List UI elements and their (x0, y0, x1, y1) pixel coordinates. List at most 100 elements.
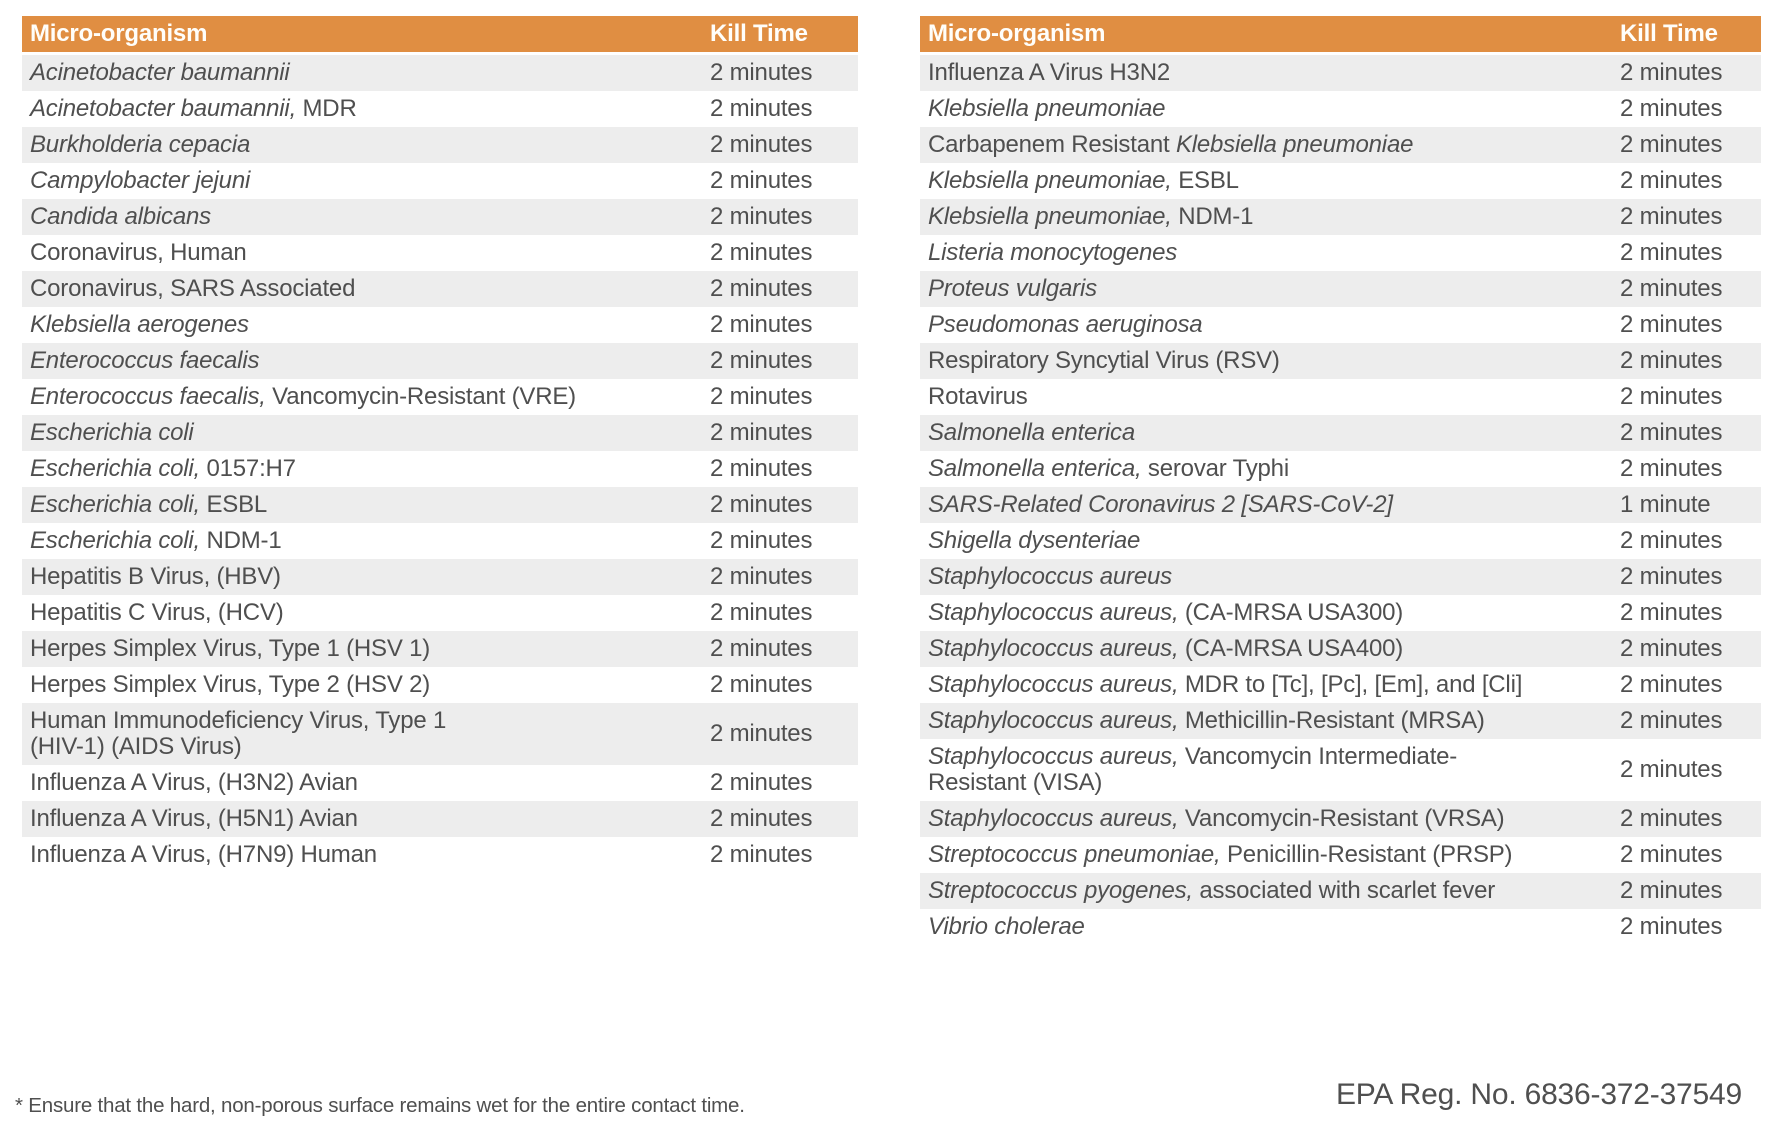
kill-time-cell: 2 minutes (710, 523, 858, 559)
organism-cell: Klebsiella pneumoniae, ESBL (920, 163, 1620, 199)
table-row: Salmonella enterica 2 minutes (920, 415, 1761, 451)
kill-time-cell: 2 minutes (710, 235, 858, 271)
table-body: Influenza A Virus H3N2 2 minutes Klebsiell… (920, 53, 1761, 945)
kill-time-cell: 2 minutes (710, 91, 858, 127)
kill-time-cell: 2 minutes (710, 667, 858, 703)
kill-time-cell: 2 minutes (1620, 801, 1761, 837)
kill-time-cell: 2 minutes (710, 559, 858, 595)
kill-time-cell: 2 minutes (710, 631, 858, 667)
kill-time-cell: 2 minutes (1620, 523, 1761, 559)
kill-time-cell: 2 minutes (710, 307, 858, 343)
organism-cell: Influenza A Virus, (H3N2) Avian (22, 765, 710, 801)
table-row: Burkholderia cepacia 2 minutes (22, 127, 858, 163)
organism-cell: Staphylococcus aureus, Vancomycin Interm… (920, 739, 1620, 801)
organism-cell: Staphylococcus aureus, (CA-MRSA USA400) (920, 631, 1620, 667)
organism-cell: Campylobacter jejuni (22, 163, 710, 199)
table-row: Influenza A Virus, (H3N2) Avian 2 minutes (22, 765, 858, 801)
table-row: Hepatitis B Virus, (HBV) 2 minutes (22, 559, 858, 595)
kill-time-cell: 2 minutes (1620, 739, 1761, 801)
table-row: Hepatitis C Virus, (HCV) 2 minutes (22, 595, 858, 631)
organism-cell: Klebsiella pneumoniae (920, 91, 1620, 127)
epa-registration-number: EPA Reg. No. 6836-372-37549 (1335, 1078, 1742, 1111)
kill-time-cell: 2 minutes (710, 271, 858, 307)
micro-organism-column-header: Micro-organism (22, 16, 710, 55)
organism-cell: Hepatitis C Virus, (HCV) (22, 595, 710, 631)
organism-cell: Enterococcus faecalis, Vancomycin-Resist… (22, 379, 710, 415)
kill-time-cell: 2 minutes (1620, 631, 1761, 667)
kill-time-cell: 2 minutes (710, 595, 858, 631)
organism-cell: SARS-Related Coronavirus 2 [SARS-CoV-2] (920, 487, 1620, 523)
table-row: Klebsiella pneumoniae, ESBL 2 minutes (920, 163, 1761, 199)
table-row: Human Immunodeficiency Virus, Type 1 (HIV… (22, 703, 858, 765)
kill-time-cell: 2 minutes (710, 837, 858, 873)
table-row: Streptococcus pyogenes, associated with … (920, 873, 1761, 909)
organism-cell: Escherichia coli, ESBL (22, 487, 710, 523)
table-row: Staphylococcus aureus 2 minutes (920, 559, 1761, 595)
table-row: Escherichia coli, NDM-1 2 minutes (22, 523, 858, 559)
kill-time-cell: 2 minutes (710, 765, 858, 801)
organism-cell: Vibrio cholerae (920, 909, 1620, 945)
organism-cell: Proteus vulgaris (920, 271, 1620, 307)
table-row: Staphylococcus aureus, (CA-MRSA USA400) 2… (920, 631, 1761, 667)
table-row: Salmonella enterica, serovar Typhi 2 minu… (920, 451, 1761, 487)
kill-time-cell: 2 minutes (710, 343, 858, 379)
organism-cell: Listeria monocytogenes (920, 235, 1620, 271)
organism-cell: Rotavirus (920, 379, 1620, 415)
organism-cell: Respiratory Syncytial Virus (RSV) (920, 343, 1620, 379)
table-row: Carbapenem Resistant Klebsiella pneumoni… (920, 127, 1761, 163)
organism-cell: Herpes Simplex Virus, Type 1 (HSV 1) (22, 631, 710, 667)
table-row: Coronavirus, SARS Associated 2 minutes (22, 271, 858, 307)
organism-cell: Escherichia coli (22, 415, 710, 451)
table-row: Enterococcus faecalis, Vancomycin-Resist… (22, 379, 858, 415)
organism-cell: Candida albicans (22, 199, 710, 235)
kill-time-cell: 2 minutes (710, 487, 858, 523)
organism-cell: Influenza A Virus H3N2 (920, 53, 1620, 91)
table-row: Campylobacter jejuni 2 minutes (22, 163, 858, 199)
kill-time-cell: 2 minutes (1620, 703, 1761, 739)
table-row: Coronavirus, Human 2 minutes (22, 235, 858, 271)
table-row: Klebsiella pneumoniae 2 minutes (920, 91, 1761, 127)
table-row: Acinetobacter baumannii 2 minutes (22, 53, 858, 91)
kill-time-cell: 2 minutes (1620, 873, 1761, 909)
table-row: Klebsiella pneumoniae, NDM-1 2 minutes (920, 199, 1761, 235)
kill-time-cell: 2 minutes (1620, 53, 1761, 91)
kill-time-cell: 2 minutes (1620, 91, 1761, 127)
kill-time-cell: 2 minutes (1620, 163, 1761, 199)
kill-time-cell: 2 minutes (1620, 667, 1761, 703)
table-row: Pseudomonas aeruginosa 2 minutes (920, 307, 1761, 343)
table-row: Escherichia coli, ESBL 2 minutes (22, 487, 858, 523)
organism-cell: Salmonella enterica (920, 415, 1620, 451)
table-row: Streptococcus pneumoniae, Penicillin-Res… (920, 837, 1761, 873)
kill-time-table-left: Micro-organism Kill Time Acinetobacter b… (22, 16, 858, 873)
kill-time-table-right: Micro-organism Kill Time Influenza A Vir… (920, 16, 1761, 945)
kill-time-cell: 2 minutes (1620, 343, 1761, 379)
table-row: Herpes Simplex Virus, Type 2 (HSV 2) 2 mi… (22, 667, 858, 703)
organism-cell: Shigella dysenteriae (920, 523, 1620, 559)
table-row: Staphylococcus aureus, Methicillin-Resis… (920, 703, 1761, 739)
kill-time-cell: 2 minutes (1620, 235, 1761, 271)
kill-time-cell: 2 minutes (1620, 271, 1761, 307)
kill-time-cell: 2 minutes (710, 415, 858, 451)
kill-time-cell: 1 minute (1620, 487, 1761, 523)
kill-time-cell: 2 minutes (1620, 415, 1761, 451)
table-row: Listeria monocytogenes 2 minutes (920, 235, 1761, 271)
table-row: Herpes Simplex Virus, Type 1 (HSV 1) 2 mi… (22, 631, 858, 667)
table-row: Vibrio cholerae 2 minutes (920, 909, 1761, 945)
kill-time-cell: 2 minutes (710, 451, 858, 487)
organism-cell: Staphylococcus aureus, (CA-MRSA USA300) (920, 595, 1620, 631)
organism-cell: Staphylococcus aureus (920, 559, 1620, 595)
organism-cell: Influenza A Virus, (H7N9) Human (22, 837, 710, 873)
kill-time-cell: 2 minutes (710, 801, 858, 837)
table-row: Acinetobacter baumannii, MDR 2 minutes (22, 91, 858, 127)
organism-cell: Streptococcus pyogenes, associated with … (920, 873, 1620, 909)
wet-contact-time-footnote: * Ensure that the hard, non-porous surfa… (15, 1094, 745, 1117)
organism-cell: Coronavirus, SARS Associated (22, 271, 710, 307)
organism-cell: Streptococcus pneumoniae, Penicillin-Res… (920, 837, 1620, 873)
table-row: Escherichia coli, 0157:H7 2 minutes (22, 451, 858, 487)
kill-time-cell: 2 minutes (1620, 199, 1761, 235)
organism-cell: Staphylococcus aureus, MDR to [Tc], [Pc]… (920, 667, 1620, 703)
table-row: Shigella dysenteriae 2 minutes (920, 523, 1761, 559)
table-row: Staphylococcus aureus, Vancomycin Interm… (920, 739, 1761, 801)
organism-cell: Klebsiella aerogenes (22, 307, 710, 343)
table-row: Escherichia coli 2 minutes (22, 415, 858, 451)
